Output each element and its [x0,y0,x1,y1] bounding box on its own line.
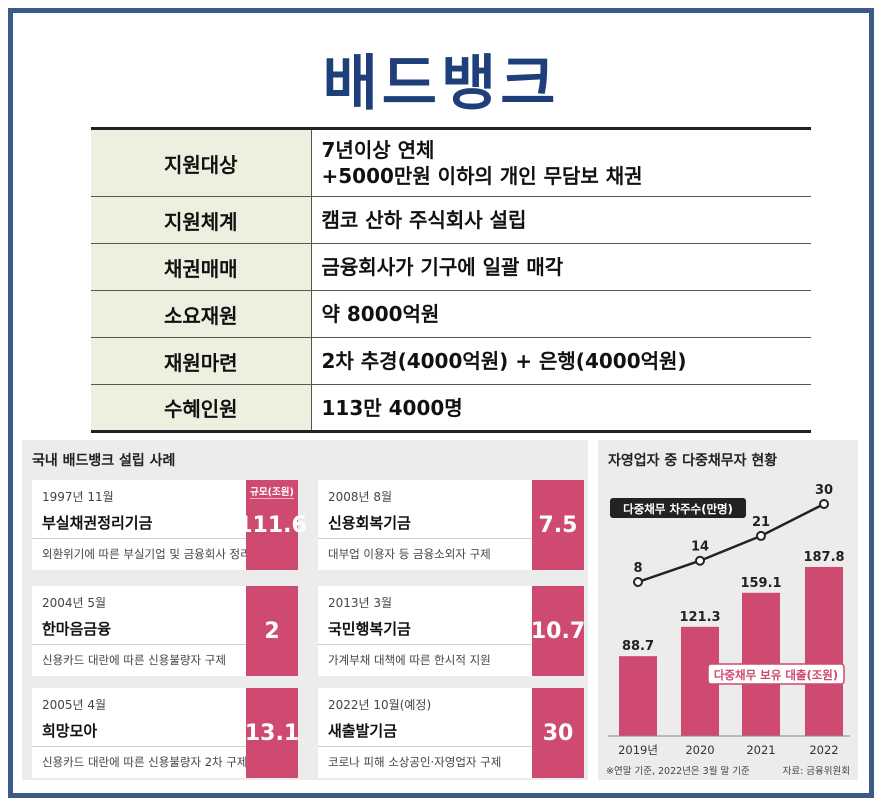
info-key: 수혜인원 [91,384,312,432]
line-legend-label: 다중채무 차주수(만명) [623,502,733,516]
case-unit-label: 규모(조원) [250,484,294,499]
info-key: 채권매매 [91,243,312,291]
case-value: 111.6 규모(조원) [237,480,307,570]
info-row: 소요재원 약 8000억원 [91,290,811,338]
bar [805,566,843,736]
line-legend-box [610,498,746,518]
case-divider [32,538,246,539]
line-point [756,530,766,541]
line-point [819,499,829,509]
case-divider [32,644,246,645]
info-value-line: 2차 추경(4000억원) + 은행(4000억원) [321,349,687,373]
info-row: 재원마련 2차 추경(4000억원) + 은행(4000억원) [91,337,811,385]
bar-legend-box [707,663,845,685]
x-tick-label: 2021 [746,743,775,757]
case-divider [318,746,532,747]
line-label: 30 [815,483,833,498]
info-value: 캠코 산하 주식회사 설립 [311,196,811,244]
info-value: 약 8000억원 [311,290,811,338]
info-value-line: +5000만원 이하의 개인 무담보 채권 [321,164,643,188]
case-value: 10.7 [531,586,585,676]
case-date: 2004년 5월 [42,596,107,610]
chart-source: 자료: 금융위원회 [783,765,850,777]
case-value: 13.1 [245,688,299,778]
bar-label: 187.8 [803,550,844,565]
case-date: 1997년 11월 [42,490,114,504]
info-value: 2차 추경(4000억원) + 은행(4000억원) [311,337,811,385]
case-desc: 외환위기에 따른 부실기업 및 금융회사 정리 [42,547,251,561]
info-value: 7년이상 연체 +5000만원 이하의 개인 무담보 채권 [311,128,811,197]
info-value-line: 113만 4000명 [321,395,463,420]
case-name: 한마음금융 [42,620,112,638]
case-divider [318,538,532,539]
case-date: 2022년 10월(예정) [328,698,432,712]
case-desc: 신용카드 대란에 따른 신용불량자 2차 구제 [42,755,248,769]
line-label: 8 [633,561,642,576]
line-point [695,555,705,566]
case-value: 30 [532,688,584,778]
page-title: 배드뱅크 [322,49,560,119]
case-date: 2013년 3월 [328,596,393,610]
info-key: 지원체계 [91,196,312,244]
line-label: 14 [691,540,709,555]
chart-panel: 자영업자 중 다중채무자 현황 88.7 2019년 121.3 2020 159.1 2… [598,440,858,780]
bar [619,656,657,736]
x-tick-label: 2019년 [618,743,658,757]
case-value: 7.5 [532,480,584,570]
info-value: 113만 4000명 [311,384,811,432]
case-name: 부실채권정리기금 [42,514,153,532]
case-desc: 가계부채 대책에 따른 한시적 지원 [328,653,491,667]
bar-label: 159.1 [740,576,781,591]
info-key: 재원마련 [91,337,312,385]
info-row: 지원체계 캠코 산하 주식회사 설립 [91,196,811,244]
case-date: 2005년 4월 [42,698,107,712]
info-key: 지원대상 [91,128,312,197]
case-desc: 신용카드 대란에 따른 신용불량자 구제 [42,653,226,667]
case-desc: 코로나 피해 소상공인·자영업자 구제 [328,755,502,769]
chart-footnote: ※연말 기준, 2022년은 3월 말 기준 [606,765,750,777]
cases-title: 국내 배드뱅크 설립 사례 [32,453,176,469]
case-desc: 대부업 이용자 등 금융소외자 구제 [328,547,491,561]
info-value: 금융회사가 기구에 일괄 매각 [311,243,811,291]
info-value-line: 7년이상 연체 [321,138,435,162]
line-series [637,502,825,584]
info-row: 지원대상 7년이상 연체 +5000만원 이하의 개인 무담보 채권 [91,128,811,197]
line-label: 21 [752,515,770,530]
case-value: 2 [246,586,298,676]
x-tick-label: 2020 [685,743,714,757]
x-tick-label: 2022 [809,743,838,757]
info-row: 채권매매 금융회사가 기구에 일괄 매각 [91,243,811,291]
bar-legend-label: 다중채무 보유 대출(조원) [714,668,838,682]
info-table: 지원대상 7년이상 연체 +5000만원 이하의 개인 무담보 채권 지원체계 캠코 산… [91,127,811,433]
chart-title: 자영업자 중 다중채무자 현황 [608,453,778,469]
chart-svg: 88.7 2019년 121.3 2020 159.1 2021 187.8 2022 8 14 2… [606,483,850,777]
line-point [633,577,643,587]
case-name: 신용회복기금 [328,514,411,532]
info-value-line: 캠코 산하 주식회사 설립 [321,208,527,232]
case-name: 새출발기금 [328,722,398,740]
info-value-line: 금융회사가 기구에 일괄 매각 [321,255,564,279]
case-divider [32,746,246,747]
bar-label: 121.3 [679,610,720,625]
info-key: 소요재원 [91,290,312,338]
case-divider [318,644,532,645]
info-row: 수혜인원 113만 4000명 [91,384,811,432]
case-name: 희망모아 [42,722,98,740]
info-value-line: 약 8000억원 [321,302,440,326]
bar-label: 88.7 [622,639,654,654]
case-name: 국민행복기금 [328,620,411,638]
case-date: 2008년 8월 [328,490,393,504]
